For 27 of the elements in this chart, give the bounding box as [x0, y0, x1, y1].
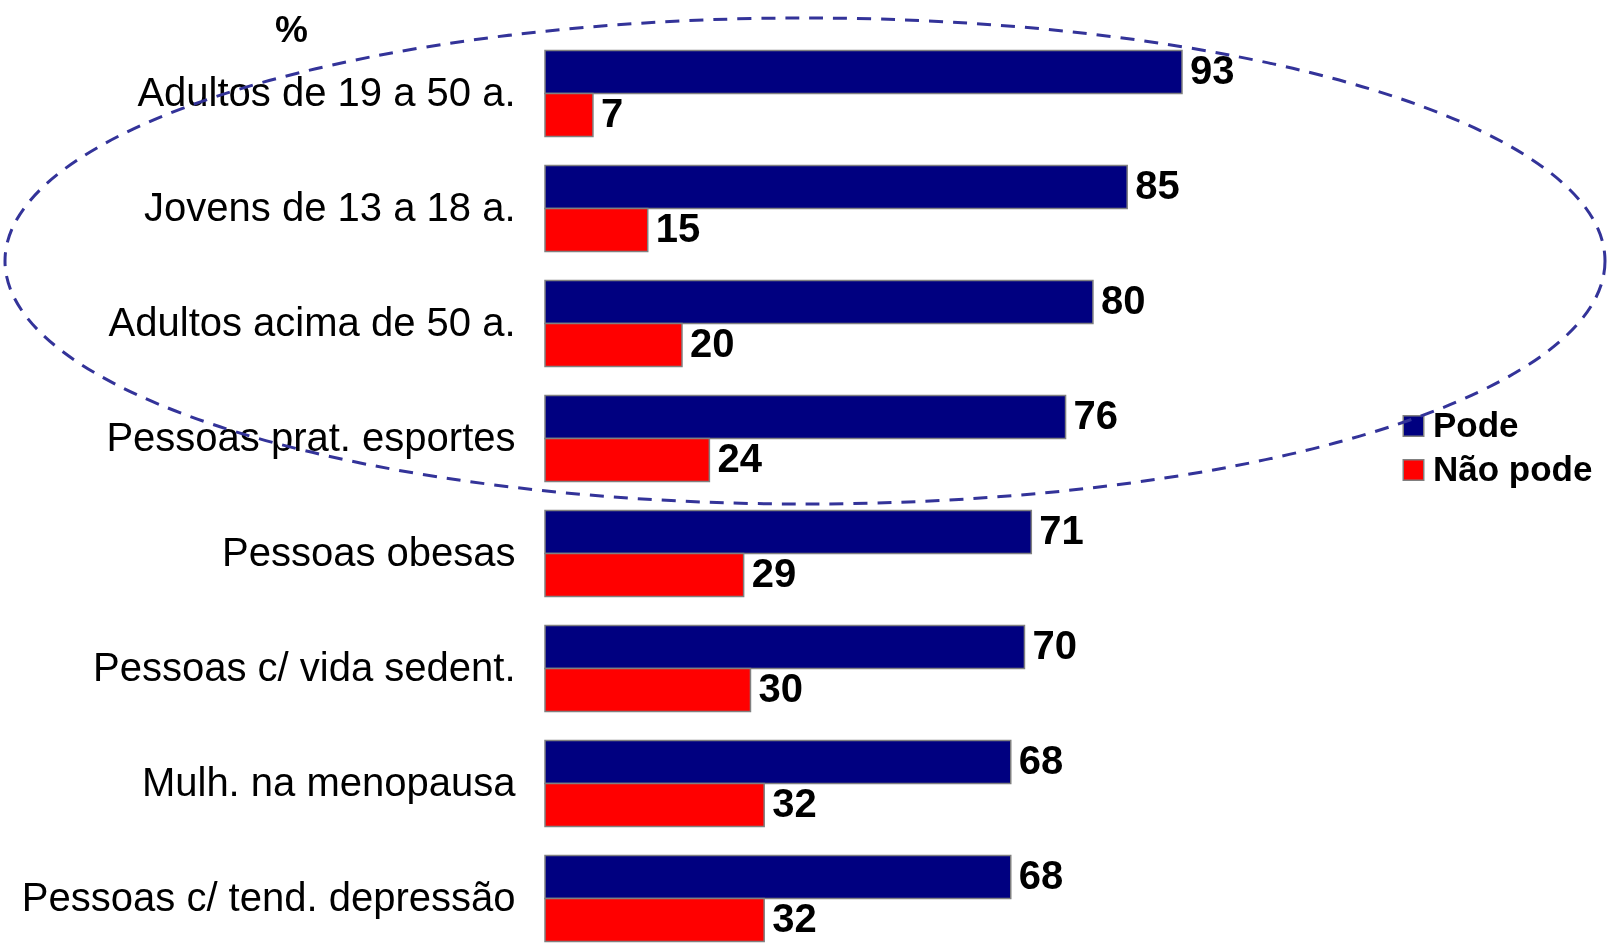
- y-tick-label: Pessoas obesas: [221, 529, 516, 574]
- data-label: 24: [717, 436, 763, 481]
- data-label: 32: [772, 896, 817, 941]
- data-label: 32: [772, 781, 817, 826]
- data-label: 15: [655, 206, 701, 251]
- data-label: 80: [1100, 277, 1146, 322]
- data-label: 70: [1032, 622, 1077, 667]
- chart-title: %: [275, 9, 308, 50]
- data-label: 30: [758, 666, 803, 711]
- y-tick-label: Adultos de 19 a 50 a.: [137, 69, 516, 114]
- y-tick-label: Jovens de 13 a 18 a.: [144, 184, 516, 229]
- data-label: 7: [600, 91, 624, 136]
- data-label: 20: [689, 321, 735, 366]
- data-label: 85: [1135, 162, 1180, 207]
- legend-label: Pode: [1433, 405, 1519, 445]
- y-tick-label: Pessoas c/ vida sedent.: [93, 644, 516, 689]
- data-label: 68: [1018, 737, 1064, 782]
- y-tick-label: Pessoas c/ tend. depressão: [21, 874, 516, 919]
- data-label: 93: [1190, 47, 1235, 92]
- data-label: 71: [1039, 507, 1084, 552]
- y-tick-label: Mulh. na menopausa: [141, 759, 517, 804]
- y-tick-label: Adultos acima de 50 a.: [108, 299, 516, 344]
- data-label: 68: [1018, 852, 1064, 897]
- y-tick-label: Pessoas prat. esportes: [106, 414, 516, 459]
- data-label: 29: [751, 551, 797, 596]
- legend-label: Não pode: [1433, 449, 1593, 489]
- data-label: 76: [1073, 392, 1119, 437]
